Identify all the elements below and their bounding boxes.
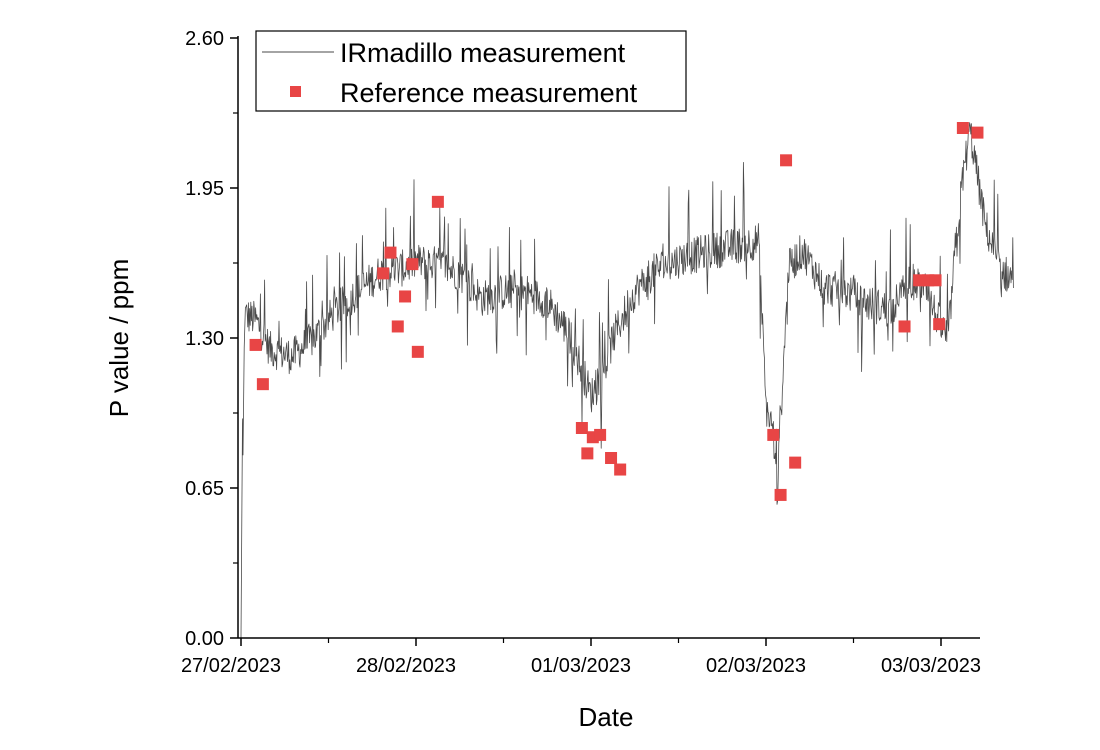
legend-label-irmadillo: IRmadillo measurement — [340, 38, 626, 68]
reference-measurement-point — [605, 452, 618, 464]
x-tick-label: 02/03/2023 — [706, 655, 806, 677]
reference-measurement-point — [377, 267, 390, 280]
reference-measurement-point — [971, 126, 984, 139]
reference-measurement-point — [774, 488, 787, 501]
legend-box — [255, 30, 687, 112]
reference-measurement-point — [767, 428, 780, 441]
reference-measurement-point — [411, 345, 424, 358]
reference-measurement-point — [581, 447, 594, 460]
reference-measurement-point — [789, 456, 802, 469]
y-tick-label: 2.60 — [185, 28, 224, 50]
reference-measurement-point — [780, 154, 793, 167]
reference-measurement-point — [929, 274, 942, 287]
axes — [237, 36, 980, 639]
x-tick-label: 03/03/2023 — [881, 655, 981, 677]
y-tick-label: 1.95 — [185, 178, 224, 200]
reference-measurement-point — [614, 463, 627, 476]
reference-measurement-point — [594, 428, 607, 441]
reference-measurement-point — [431, 195, 444, 208]
reference-measurement-point — [249, 338, 262, 351]
irmadillo-measurement-line — [240, 122, 1014, 639]
reference-measurement-points — [249, 122, 984, 501]
y-tick-label: 0.00 — [185, 628, 224, 650]
legend: IRmadillo measurement Reference measurem… — [255, 30, 687, 112]
reference-measurement-point — [256, 378, 269, 391]
x-axis-ticks: 27/02/2023 28/02/2023 01/03/2023 02/03/2023… — [181, 638, 981, 677]
x-axis-title: Date — [579, 702, 634, 732]
y-axis-ticks: 0.00 0.65 1.30 1.95 2.60 — [185, 28, 238, 650]
legend-label-reference: Reference measurement — [340, 78, 638, 108]
x-tick-label: 27/02/2023 — [181, 655, 281, 677]
legend-marker-swatch — [290, 86, 301, 97]
y-tick-label: 0.65 — [185, 478, 224, 500]
reference-measurement-point — [575, 422, 588, 434]
reference-measurement-point — [384, 246, 397, 259]
y-tick-label: 1.30 — [185, 328, 224, 350]
reference-measurement-point — [391, 320, 404, 333]
reference-measurement-point — [913, 274, 926, 287]
irmadillo-measurement-path — [240, 122, 1014, 639]
reference-measurement-point — [933, 318, 946, 331]
reference-measurement-point — [898, 320, 911, 333]
x-tick-label: 28/02/2023 — [356, 655, 456, 677]
reference-measurement-point — [406, 258, 419, 271]
reference-measurement-point — [956, 122, 969, 134]
y-axis-title: P value / ppm — [104, 259, 134, 418]
reference-measurement-point — [399, 290, 412, 303]
x-tick-label: 01/03/2023 — [531, 655, 631, 677]
